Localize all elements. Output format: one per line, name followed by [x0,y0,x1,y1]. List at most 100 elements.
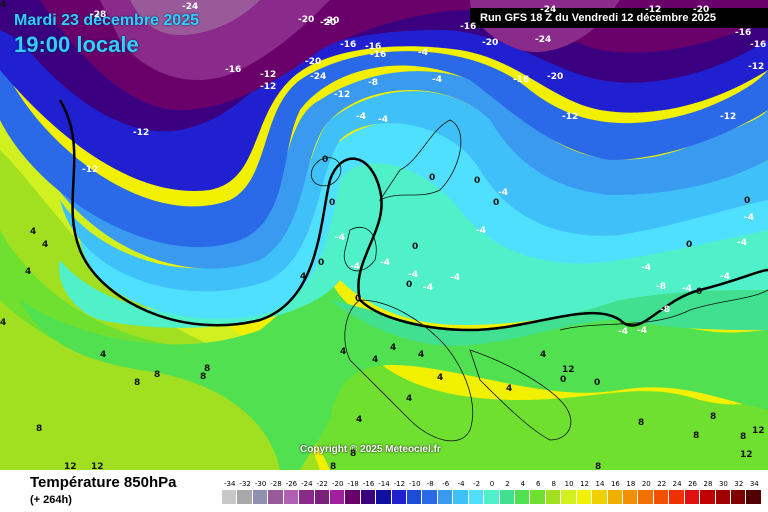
scale-swatch [653,490,670,504]
scale-value-label: 24 [672,480,682,488]
scale-swatch [329,490,346,504]
scale-swatch [299,490,315,504]
isotherm-value-label: 0 [318,258,325,268]
isotherm-value-label: -8 [660,305,670,315]
scale-value-label: -10 [409,480,421,488]
scale-swatch [515,490,531,504]
isotherm-value-label: -16 [735,28,752,38]
isotherm-value-label: 8 [36,424,43,434]
scale-value-label: 30 [718,480,728,488]
forecast-date: Mardi 23 décembre 2025 [14,12,199,29]
isotherm-value-label: 4 [42,240,49,250]
isotherm-value-label: 0 [412,242,419,252]
isotherm-value-label: 0 [696,287,703,297]
scale-value-label: 22 [657,480,667,488]
zero-isotherm [58,99,768,332]
isotherm-value-label: 4 [30,227,37,237]
isotherm-value-label: -16 [460,22,477,32]
isotherm-value-label: -4 [641,263,651,273]
scale-value-label: 20 [641,480,651,488]
variable-title: Température 850hPa [30,474,177,491]
isotherm-value-label: -4 [450,273,460,283]
scale-swatch [746,490,762,504]
band-minus6 [30,71,768,269]
scale-swatch [268,490,284,504]
band-8 [0,150,768,470]
scale-swatch [592,490,608,504]
isotherm-value-label: -4 [356,112,366,122]
isotherm-value-label: -20 [320,18,337,28]
band-minus8 [0,51,768,248]
scale-value-label: -34 [223,480,236,488]
scale-swatch [437,490,454,504]
scale-value-label: 14 [595,480,605,488]
scale-swatch [684,490,701,504]
isotherm-value-label: 12 [740,450,753,460]
isotherm-value-label: -12 [82,165,99,175]
isotherm-value-label: 4 [437,373,444,383]
scale-swatch [638,490,654,504]
isotherm-value-label: 8 [204,364,211,374]
isotherm-value-label: 12 [562,365,575,375]
isotherm-value-label: 0 [406,280,413,290]
color-scale-bar [222,490,762,504]
scale-swatch [622,490,639,504]
isotherm-value-label: -4 [744,213,754,223]
scale-swatch [545,490,562,504]
isotherm-value-label: -24 [182,2,199,12]
scale-value-label: 8 [551,480,556,488]
temperature-map: Mardi 23 décembre 2025 19:00 locale Run … [0,0,768,470]
scale-swatch [345,490,361,504]
isotherm-value-label: -16 [513,75,530,85]
isotherm-value-label: 12 [752,426,765,436]
isotherm-value-label: 0 [329,198,336,208]
color-scale-labels: -34 -32 -30 -28 -26 -24 -22 -20 -18 -16 -14 -12 -10-… [222,480,762,490]
isotherm-value-label: -16 [340,40,357,50]
isotherm-value-label: 0 [355,294,362,304]
isotherm-value-label: -24 [535,35,552,45]
isotherm-value-label: 8 [638,418,645,428]
scale-value-label: 16 [610,480,620,488]
temperature-field [0,0,768,470]
isotherm-value-label: -16 [370,50,387,60]
isotherm-value-label: -12 [260,70,277,80]
band-minus28 [130,0,260,35]
scale-value-label: 34 [749,480,759,488]
scale-value-label: -4 [457,480,465,488]
isotherm-value-label: -8 [368,78,378,88]
scale-value-label: -8 [426,480,434,488]
isotherm-value-label: -16 [750,40,767,50]
isotherm-value-label: 12 [91,462,104,470]
isotherm-value-label: -4 [476,226,486,236]
scale-value-label: -16 [362,480,375,488]
isotherm-value-label: 4 [372,355,379,365]
scale-value-label: -18 [347,480,359,488]
isotherm-value-label: 4 [100,350,107,360]
isotherm-value-label: -4 [720,272,730,282]
isotherm-value-label: 4 [406,394,413,404]
isotherm-value-label: 0 [493,198,500,208]
isotherm-value-label: -20 [323,16,340,26]
isotherm-value-label: -4 [335,233,345,243]
scale-value-label: 18 [626,480,636,488]
scale-swatch [314,490,330,504]
isotherm-value-label: -12 [562,112,579,122]
isotherm-value-label: 4 [300,272,307,282]
isotherm-value-label: -4 [408,270,418,280]
scale-swatch [222,490,238,504]
scale-swatch [468,490,485,504]
isotherm-value-label: 4 [0,0,7,10]
band-minus2 [80,121,768,319]
model-run-info: Run GFS 18 Z du Vendredi 12 décembre 202… [470,8,768,28]
coastline [310,119,768,442]
isotherm-value-label: -8 [656,282,666,292]
isotherm-value-label: 12 [64,462,77,470]
scale-swatch [453,490,469,504]
scale-value-label: -28 [270,480,282,488]
isotherm-value-label: -4 [682,284,692,294]
copyright-notice: Copyright © 2025 Meteociel.fr [300,444,441,455]
isotherm-value-label: 0 [429,173,436,183]
scale-value-label: -6 [442,480,450,488]
scale-value-label: -2 [473,480,481,488]
isotherm-value-label: 4 [0,318,7,328]
